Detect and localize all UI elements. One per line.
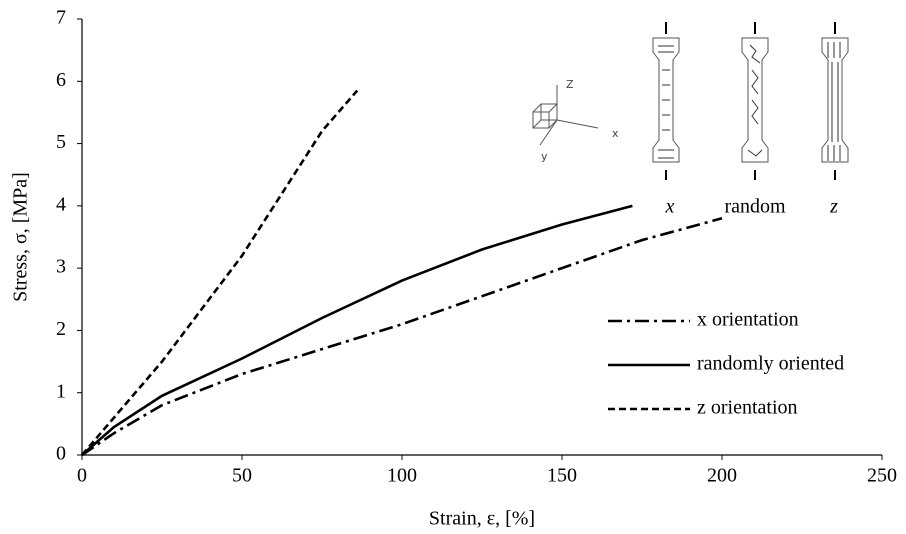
y-tick-label: 0 — [56, 443, 66, 465]
y-tick-label: 4 — [56, 193, 66, 215]
y-tick-label: 2 — [56, 318, 66, 340]
inset-label: random — [724, 196, 786, 218]
fiber-lines — [747, 44, 763, 157]
axis-cube — [532, 85, 599, 146]
y-axis-title: Stress, σ, [MPa] — [10, 172, 32, 302]
x-tick-label: 200 — [707, 465, 737, 487]
inset-label: x — [665, 196, 675, 218]
specimen-random — [741, 37, 769, 163]
load-arrows — [665, 22, 836, 180]
legend-label: z orientation — [697, 397, 798, 419]
legend-label: x orientation — [697, 309, 799, 331]
inset-label: z — [829, 196, 838, 218]
x-tick-label: 150 — [547, 465, 577, 487]
y-tick-label: 6 — [56, 69, 66, 91]
x-tick-label: 250 — [867, 465, 897, 487]
x-tick-label: 0 — [77, 465, 87, 487]
inset-label: x — [612, 127, 619, 140]
data-line — [81, 204, 633, 456]
x-tick-label: 50 — [232, 465, 252, 487]
inset — [532, 22, 849, 180]
inset-label: Z — [566, 78, 574, 91]
x-axis-title: Strain, ε, [%] — [429, 508, 535, 530]
y-tick-label: 5 — [56, 131, 66, 153]
legend-label: randomly oriented — [697, 353, 844, 375]
y-tick-label: 3 — [56, 256, 66, 278]
fiber-lines — [827, 42, 841, 161]
x-tick-label: 100 — [387, 465, 417, 487]
specimen-x — [652, 37, 680, 163]
inset-label: y — [541, 150, 548, 163]
fiber-lines — [658, 45, 674, 159]
y-tick-label: 7 — [56, 7, 66, 29]
data-line — [81, 89, 359, 456]
y-tick-label: 1 — [56, 380, 66, 402]
specimen-z — [821, 37, 849, 163]
data-line — [81, 217, 723, 457]
